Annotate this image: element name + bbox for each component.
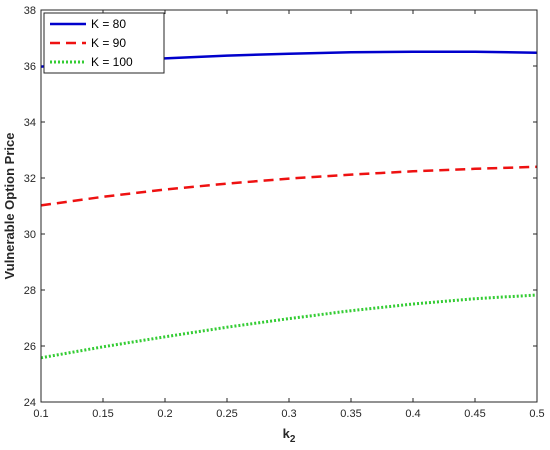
- series-lines: [40, 50, 538, 360]
- x-axis-label-subscript: 2: [290, 434, 296, 445]
- y-axis-label: Vulnerable Option Price: [2, 133, 17, 280]
- legend-items: K = 80 K = 90 K = 100: [50, 17, 133, 69]
- legend-label: K = 80: [91, 17, 126, 31]
- x-tick-label: 0.2: [157, 408, 172, 420]
- axis-ticks: 0.1 0.15 0.2 0.25 0.3 0.35 0.4 0.45 0.5 24 26 28 30 3…: [24, 5, 545, 420]
- legend-label: K = 100: [91, 55, 133, 69]
- x-tick-label: 0.25: [216, 408, 237, 420]
- x-tick-label: 0.15: [92, 408, 113, 420]
- x-tick-label: 0.4: [405, 408, 420, 420]
- x-axis-label: k2: [283, 426, 296, 445]
- series-line: [40, 293, 538, 360]
- x-tick-label: 0.1: [33, 408, 48, 420]
- x-axis-label-main: k: [283, 426, 291, 441]
- x-tick-label: 0.45: [464, 408, 485, 420]
- y-tick-label: 32: [24, 173, 36, 185]
- y-tick-label: 34: [24, 117, 36, 129]
- legend-label: K = 90: [91, 36, 126, 50]
- y-tick-label: 24: [24, 397, 36, 409]
- y-tick-label: 38: [24, 5, 36, 17]
- legend: K = 80 K = 90 K = 100: [43, 12, 165, 74]
- y-tick-label: 28: [24, 285, 36, 297]
- series-line: [40, 165, 538, 207]
- plot-frame: [40, 9, 538, 403]
- y-tick-label: 36: [24, 61, 36, 73]
- y-tick-label: 30: [24, 229, 36, 241]
- x-tick-label: 0.35: [340, 408, 361, 420]
- x-tick-label: 0.3: [281, 408, 296, 420]
- y-tick-label: 26: [24, 341, 36, 353]
- x-tick-label: 0.5: [529, 408, 544, 420]
